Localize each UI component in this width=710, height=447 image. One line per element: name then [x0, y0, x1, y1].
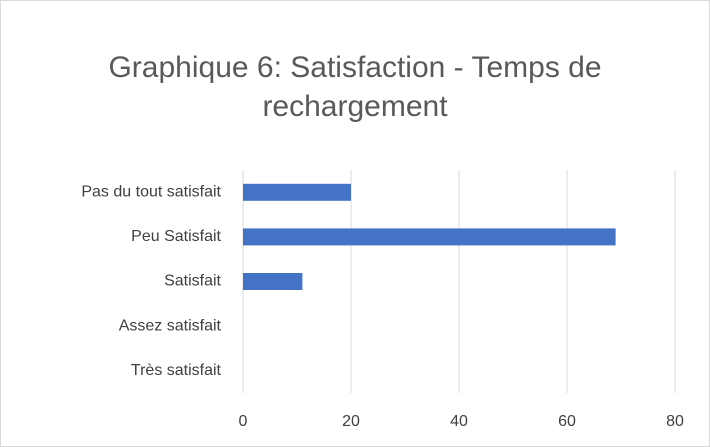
x-tick-label: 0: [239, 413, 248, 430]
bar: [243, 183, 351, 201]
bar: [243, 228, 616, 246]
x-tick-label: 40: [450, 413, 468, 430]
x-tick-label: 20: [342, 413, 360, 430]
y-tick-label: Assez satisfait: [119, 317, 222, 334]
y-tick-label: Très satisfait: [131, 362, 222, 379]
x-tick-label: 80: [666, 413, 684, 430]
bar: [243, 273, 303, 290]
chart-title: Graphique 6: Satisfaction - Temps de rec…: [108, 51, 602, 123]
x-tick-label: 60: [558, 413, 576, 430]
y-tick-label: Peu Satisfait: [131, 228, 221, 245]
y-tick-label: Satisfait: [164, 273, 221, 290]
y-tick-label: Pas du tout satisfait: [81, 184, 221, 201]
